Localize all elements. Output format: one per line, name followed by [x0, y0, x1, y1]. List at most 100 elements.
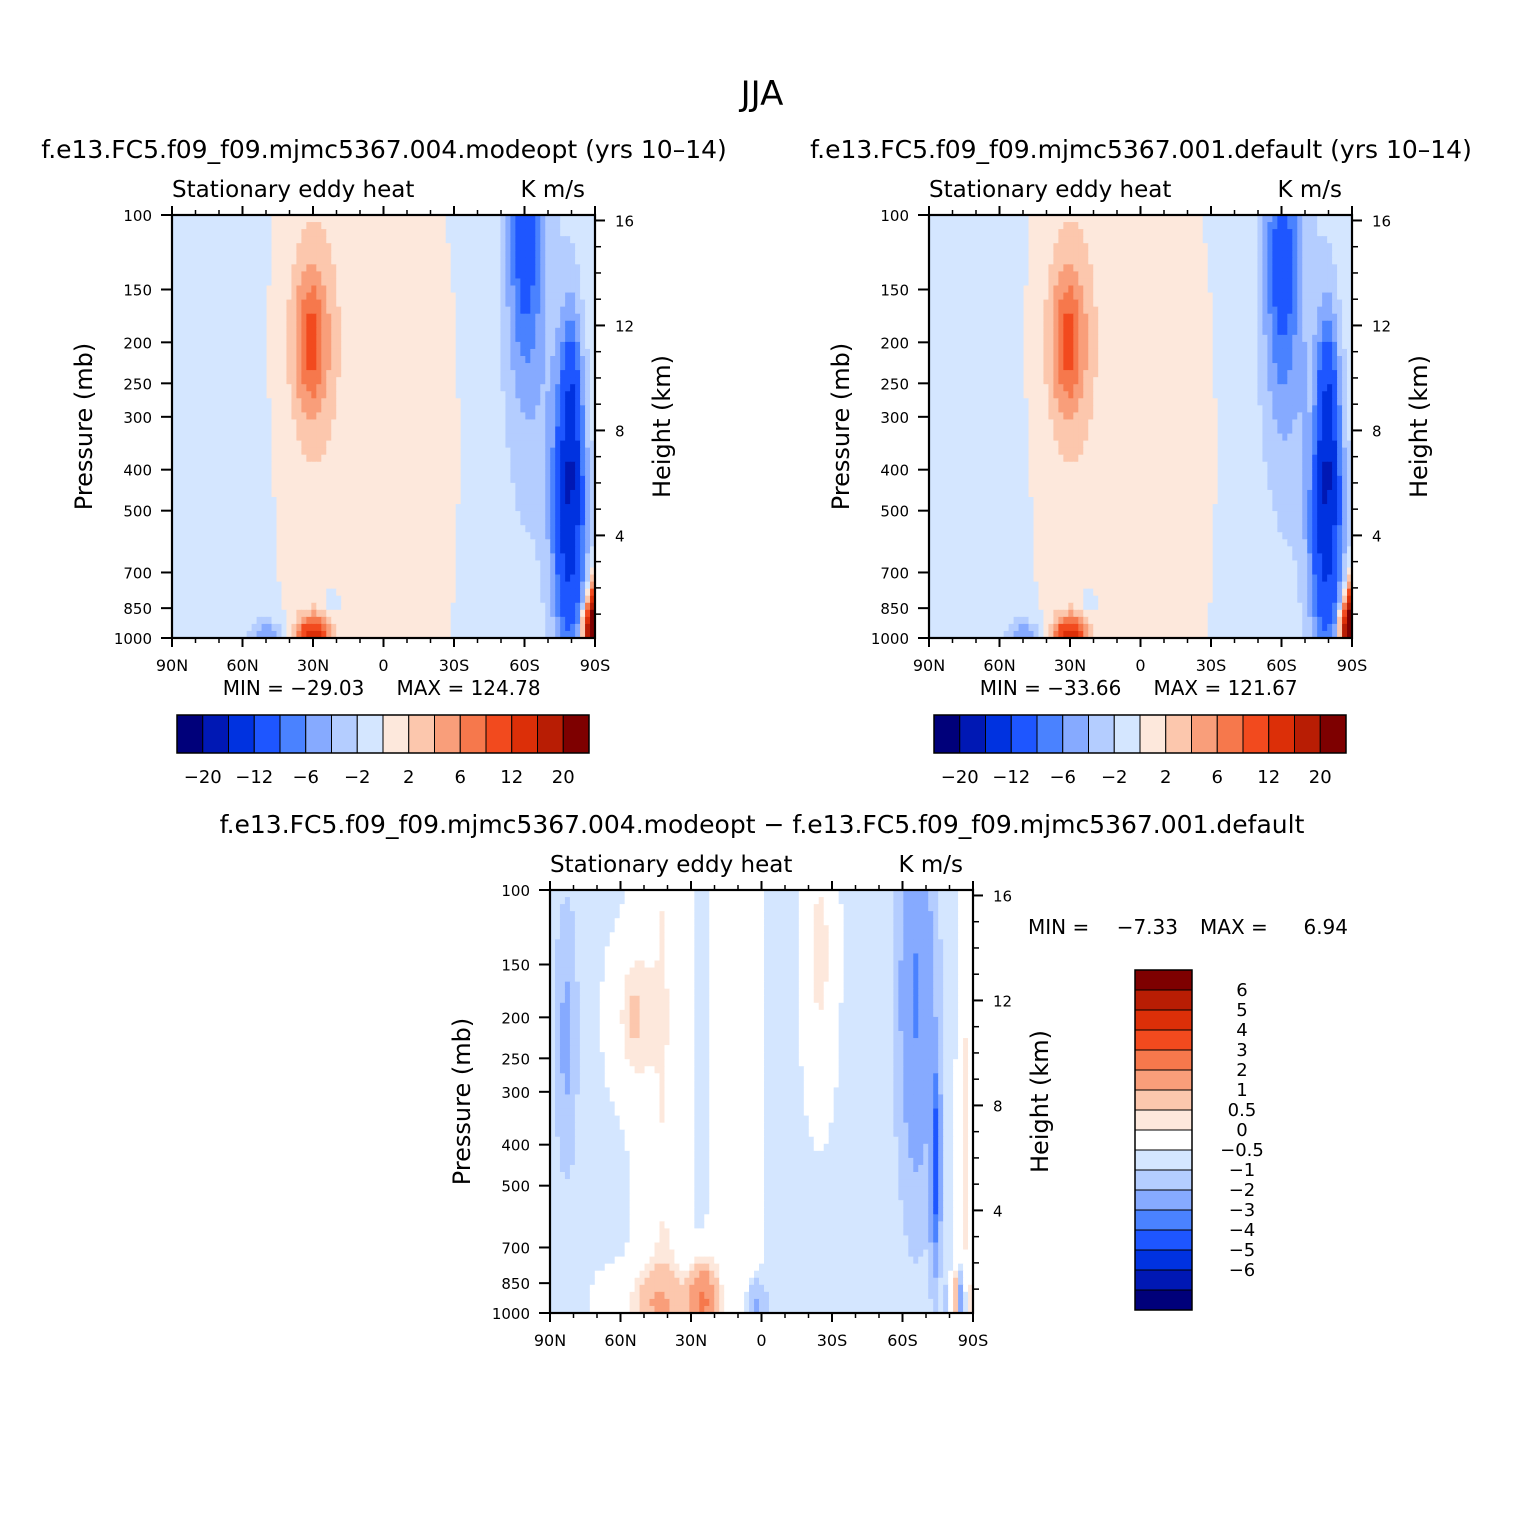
heat-cell [390, 525, 397, 533]
heat-cell [450, 229, 457, 237]
heat-cell [366, 348, 372, 357]
heat-cell [525, 391, 531, 399]
heat-cell [495, 433, 502, 442]
heat-cell [186, 616, 193, 625]
heat-cell [306, 384, 312, 392]
heat-cell [311, 236, 317, 244]
heat-cell [241, 433, 248, 442]
heat-cell [500, 468, 507, 477]
heat-cell [331, 567, 337, 576]
heat-cell [346, 468, 352, 477]
heat-cell [475, 229, 482, 237]
heat-cell [226, 250, 233, 258]
heat-cell [186, 447, 193, 456]
heat-cell [206, 616, 213, 625]
heat-cell [221, 384, 228, 392]
heat-cell [515, 482, 521, 491]
heat-cell [301, 546, 307, 554]
heat-cell [435, 581, 442, 590]
heat-cell [221, 348, 228, 357]
heat-cell [271, 229, 278, 237]
heat-cell [580, 236, 586, 244]
heat-cell [420, 299, 427, 308]
heat-cell [276, 229, 283, 237]
heat-cell [425, 306, 432, 315]
heat-cell [296, 341, 302, 350]
heat-cell [211, 560, 218, 569]
heat-cell [555, 504, 561, 512]
heat-cell [400, 567, 407, 576]
heat-cell [266, 384, 273, 392]
heat-cell [176, 222, 183, 230]
heat-cell [410, 236, 417, 244]
heat-cell [376, 581, 382, 590]
heat-cell [356, 264, 362, 272]
heat-cell [555, 482, 561, 491]
heat-cell [326, 412, 332, 421]
heat-cell [291, 264, 298, 272]
heat-cell [286, 334, 293, 343]
heat-cell [550, 553, 556, 562]
heat-cell [400, 250, 407, 258]
heat-cell [425, 257, 432, 265]
heat-cell [256, 532, 263, 540]
heat-cell [326, 299, 332, 308]
heat-cell [191, 292, 198, 301]
heat-cell [311, 257, 317, 265]
heat-cell [281, 511, 288, 519]
heat-cell [291, 489, 298, 498]
heat-cell [455, 468, 462, 477]
heat-cell [525, 250, 531, 258]
heat-cell [196, 257, 203, 265]
heat-cell [266, 588, 273, 597]
heat-cell [575, 292, 581, 301]
heat-cell [560, 243, 566, 251]
heat-cell [376, 426, 382, 435]
heat-cell [236, 412, 243, 421]
heat-cell [395, 532, 402, 540]
heat-cell [341, 384, 347, 392]
heat-cell [475, 243, 482, 251]
heat-cell [331, 553, 337, 562]
heat-cell [286, 475, 293, 484]
heat-cell [236, 497, 243, 505]
heat-cell [196, 567, 203, 576]
heat-cell [176, 264, 183, 272]
heat-cell [410, 285, 417, 294]
heat-cell [221, 363, 228, 371]
heat-cell [555, 299, 561, 308]
heat-cell [385, 489, 392, 498]
heat-cell [505, 560, 511, 569]
heat-cell [480, 588, 487, 597]
heat-cell [570, 356, 576, 364]
heat-cell [326, 292, 332, 301]
heat-cell [366, 461, 372, 470]
heat-cell [420, 588, 427, 597]
heat-cell [420, 292, 427, 301]
heat-cell [515, 616, 521, 625]
heat-cell [306, 616, 312, 625]
heat-cell [435, 384, 442, 392]
heat-cell [346, 539, 352, 547]
heat-cell [336, 264, 342, 272]
heat-cell [425, 426, 432, 435]
heat-cell [405, 518, 412, 526]
heat-cell [440, 475, 447, 484]
heat-cell [465, 609, 472, 618]
heat-cell [445, 271, 452, 280]
heat-cell [376, 348, 382, 357]
heat-cell [231, 285, 238, 294]
heat-cell [470, 454, 477, 463]
heat-cell [590, 398, 596, 406]
heat-cell [530, 363, 536, 371]
heat-cell [460, 334, 467, 343]
heat-cell [580, 278, 586, 287]
heat-cell [545, 616, 551, 625]
heat-cell [316, 356, 322, 364]
heat-cell [465, 215, 472, 223]
heat-cell [196, 454, 203, 463]
heat-cell [376, 229, 382, 237]
heat-cell [390, 391, 397, 399]
heat-cell [525, 398, 531, 406]
heat-cell [470, 574, 477, 583]
